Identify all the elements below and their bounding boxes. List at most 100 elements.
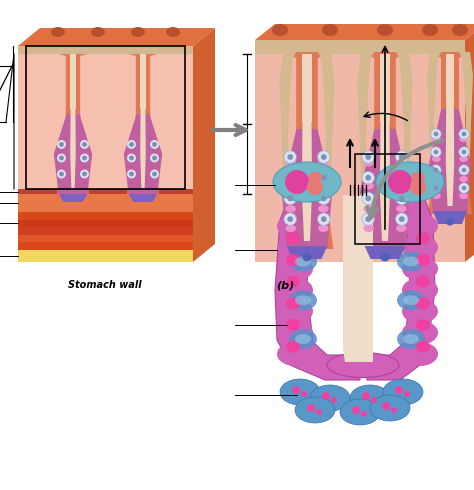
Ellipse shape [395, 386, 403, 394]
Ellipse shape [416, 297, 430, 309]
Ellipse shape [364, 224, 374, 232]
Ellipse shape [318, 182, 328, 190]
Ellipse shape [273, 162, 341, 202]
Ellipse shape [316, 409, 322, 415]
Ellipse shape [277, 214, 313, 238]
Ellipse shape [272, 24, 288, 36]
Ellipse shape [362, 151, 374, 163]
Ellipse shape [318, 172, 330, 184]
Ellipse shape [295, 334, 311, 344]
Ellipse shape [399, 175, 405, 181]
Ellipse shape [302, 253, 312, 261]
Polygon shape [282, 129, 332, 249]
Ellipse shape [462, 168, 466, 172]
Ellipse shape [432, 156, 441, 162]
Ellipse shape [459, 136, 468, 142]
Ellipse shape [318, 224, 328, 232]
Bar [18, 227, 193, 235]
Bar [26, 46, 185, 189]
Ellipse shape [459, 183, 469, 193]
Ellipse shape [431, 147, 441, 157]
Ellipse shape [82, 156, 87, 160]
Ellipse shape [331, 397, 337, 403]
Ellipse shape [166, 27, 180, 37]
Ellipse shape [362, 392, 370, 400]
Polygon shape [465, 24, 474, 262]
Polygon shape [302, 54, 312, 122]
Polygon shape [446, 54, 454, 102]
Ellipse shape [285, 170, 309, 194]
Ellipse shape [397, 329, 425, 349]
Ellipse shape [434, 168, 438, 172]
Polygon shape [343, 195, 373, 362]
Ellipse shape [361, 411, 367, 417]
Bar [18, 243, 193, 250]
Polygon shape [360, 129, 410, 249]
Polygon shape [458, 51, 473, 214]
Ellipse shape [318, 151, 330, 163]
Ellipse shape [152, 172, 157, 176]
Ellipse shape [286, 297, 300, 309]
Polygon shape [287, 246, 328, 259]
Ellipse shape [402, 257, 438, 281]
Ellipse shape [340, 399, 380, 425]
Ellipse shape [287, 175, 293, 181]
Polygon shape [140, 54, 146, 109]
Ellipse shape [365, 154, 371, 160]
Ellipse shape [388, 170, 412, 194]
Ellipse shape [376, 162, 444, 202]
Ellipse shape [459, 156, 468, 162]
Ellipse shape [431, 183, 441, 193]
Ellipse shape [365, 175, 371, 181]
Polygon shape [279, 51, 297, 249]
Ellipse shape [150, 153, 159, 163]
Ellipse shape [459, 147, 469, 157]
Ellipse shape [396, 213, 408, 225]
Polygon shape [365, 246, 405, 259]
Ellipse shape [131, 27, 145, 37]
Bar [18, 213, 193, 220]
Polygon shape [57, 54, 89, 194]
Ellipse shape [434, 149, 438, 154]
Ellipse shape [396, 172, 408, 184]
Ellipse shape [318, 159, 328, 167]
Ellipse shape [321, 175, 327, 181]
Ellipse shape [371, 397, 377, 403]
Ellipse shape [152, 156, 157, 160]
Polygon shape [275, 195, 360, 380]
Ellipse shape [308, 172, 322, 182]
Ellipse shape [321, 196, 327, 201]
Ellipse shape [397, 251, 425, 271]
Polygon shape [380, 54, 390, 122]
Ellipse shape [284, 213, 296, 225]
Polygon shape [124, 114, 162, 194]
Ellipse shape [284, 151, 296, 163]
Ellipse shape [289, 329, 317, 349]
Ellipse shape [365, 216, 371, 222]
Ellipse shape [301, 391, 307, 397]
Ellipse shape [307, 404, 315, 412]
Ellipse shape [129, 156, 134, 160]
Ellipse shape [399, 216, 405, 222]
Ellipse shape [434, 186, 438, 191]
Ellipse shape [80, 170, 89, 178]
Bar [18, 189, 193, 194]
Ellipse shape [295, 397, 335, 423]
Ellipse shape [452, 24, 468, 36]
Ellipse shape [399, 154, 405, 160]
Ellipse shape [285, 159, 296, 167]
Ellipse shape [396, 224, 407, 232]
Ellipse shape [91, 27, 105, 37]
Ellipse shape [277, 257, 313, 281]
Ellipse shape [399, 196, 405, 201]
Ellipse shape [396, 151, 408, 163]
Ellipse shape [380, 253, 390, 261]
Ellipse shape [350, 385, 390, 411]
Ellipse shape [295, 295, 311, 305]
Ellipse shape [80, 153, 89, 163]
Ellipse shape [82, 172, 87, 176]
Ellipse shape [462, 132, 466, 136]
Ellipse shape [318, 205, 328, 213]
Bar [18, 54, 193, 189]
Ellipse shape [377, 24, 393, 36]
